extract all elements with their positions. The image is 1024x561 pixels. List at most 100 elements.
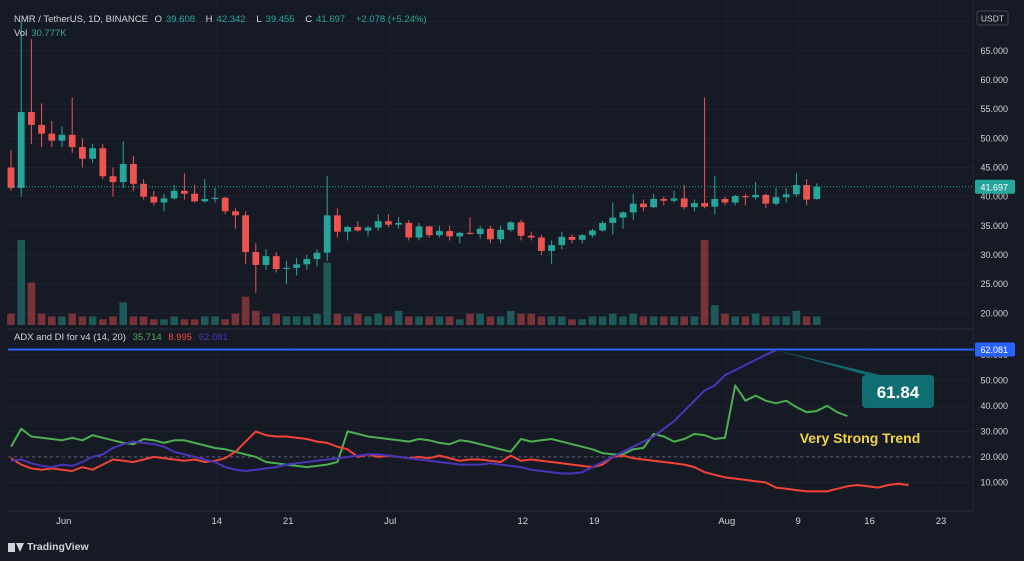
candle-body — [405, 222, 413, 238]
candle-body — [364, 227, 372, 231]
volume-bar — [282, 316, 291, 325]
volume-bar — [109, 316, 117, 325]
candle-body — [589, 230, 596, 236]
indicator-name[interactable]: ADX and DI for v4 (14, 20) — [14, 332, 126, 343]
candle-body — [568, 236, 576, 240]
volume-bar — [496, 316, 505, 325]
candle-body — [415, 226, 423, 238]
time-tick-label: 19 — [589, 516, 600, 527]
candle-body — [425, 226, 433, 236]
volume-bar — [558, 316, 566, 325]
candle-body — [109, 176, 117, 183]
volume-bar — [792, 310, 801, 325]
high-value: 42.342 — [216, 14, 246, 25]
volume-bar — [690, 316, 699, 325]
candle-body — [191, 193, 198, 202]
volume-bar — [721, 313, 729, 325]
last-price-badge — [975, 179, 1015, 194]
volume-bar — [252, 310, 260, 325]
candle-body — [48, 133, 56, 141]
candle-body — [313, 252, 321, 260]
tradingview-logo[interactable]: TradingView — [8, 541, 89, 553]
candle-body — [558, 236, 566, 246]
volume-bar — [119, 302, 127, 325]
candle-body — [670, 198, 678, 201]
candle-body — [466, 232, 474, 234]
candle-body — [211, 197, 219, 199]
volume-bar — [486, 316, 495, 325]
candle-body — [446, 231, 453, 237]
candle-body — [58, 134, 66, 141]
volume-bar — [680, 316, 688, 325]
volume-bar — [445, 316, 454, 325]
candle-body — [497, 229, 504, 240]
indicator-tick-label: 50.000 — [980, 375, 1008, 385]
volume-bar — [619, 316, 627, 325]
volume-bar — [333, 313, 342, 325]
volume-bar — [476, 313, 484, 325]
indicator-tick-label: 30.000 — [980, 426, 1008, 436]
candle-body — [303, 259, 311, 265]
price-tick-label: 65.000 — [980, 46, 1008, 56]
time-tick-label: Jun — [56, 516, 71, 527]
candle-body — [527, 235, 535, 238]
open-label: O — [154, 14, 162, 25]
volume-bar — [129, 316, 138, 325]
price-tick-label: 35.000 — [980, 221, 1008, 231]
candle-body — [293, 264, 300, 268]
candle-body — [242, 215, 249, 253]
candle-body — [742, 196, 749, 198]
volume-bar — [751, 313, 760, 325]
volume-label: Vol — [14, 28, 28, 39]
candle-body — [609, 217, 617, 223]
volume-bar — [231, 313, 240, 325]
volume-bar — [711, 305, 719, 325]
candle-body — [374, 221, 382, 228]
adx-line — [10, 349, 777, 475]
price-tick-label: 20.000 — [980, 308, 1008, 318]
minus-di-value: 8.995 — [168, 332, 193, 343]
candle-body — [28, 112, 35, 125]
candle-body — [354, 227, 362, 231]
candle-body — [650, 199, 657, 208]
volume-bar — [303, 316, 311, 325]
candle-body — [762, 194, 770, 204]
volume-bar — [507, 310, 515, 325]
volume-bar — [415, 316, 423, 325]
candle-body — [660, 199, 668, 201]
volume-bar — [180, 319, 189, 325]
volume-bar — [37, 313, 46, 325]
volume-bar — [170, 316, 178, 325]
volume-bar — [741, 316, 750, 325]
candle-body — [782, 194, 790, 198]
plus-di-line — [10, 384, 848, 469]
plus-di-value: 35.714 — [132, 332, 162, 343]
candle-body — [487, 228, 494, 240]
price-axis: 20.000 25.000 30.000 35.000 40.000 45.000 50.0… — [56, 0, 1024, 561]
volume-bar — [670, 316, 678, 325]
price-tick-label: 60.000 — [980, 75, 1008, 85]
branding-text: TradingView — [27, 541, 89, 553]
time-tick-label: 21 — [283, 516, 294, 527]
low-label: L — [256, 14, 262, 25]
volume-bar — [88, 316, 97, 325]
volume-bar — [578, 319, 586, 325]
volume-bar — [598, 316, 607, 325]
candle-body — [803, 185, 810, 200]
candle-body — [334, 215, 341, 232]
candle-body — [170, 190, 178, 199]
volume-bar — [517, 313, 525, 325]
volume-bar — [48, 316, 56, 325]
candle-body — [721, 199, 729, 203]
indicator-tick-label: 10.000 — [980, 477, 1008, 487]
volume-bar — [190, 319, 199, 325]
candle-body — [813, 186, 821, 199]
volume-bar — [384, 316, 393, 325]
volume-bar — [405, 316, 413, 325]
volume-bar — [609, 313, 617, 325]
volume-value: 30.777K — [31, 28, 67, 39]
volume-bar — [588, 316, 597, 325]
candle-body — [140, 183, 147, 197]
symbol-label[interactable]: NMR / TetherUS, 1D, BINANCE — [14, 14, 148, 25]
volume-bar — [435, 316, 444, 325]
